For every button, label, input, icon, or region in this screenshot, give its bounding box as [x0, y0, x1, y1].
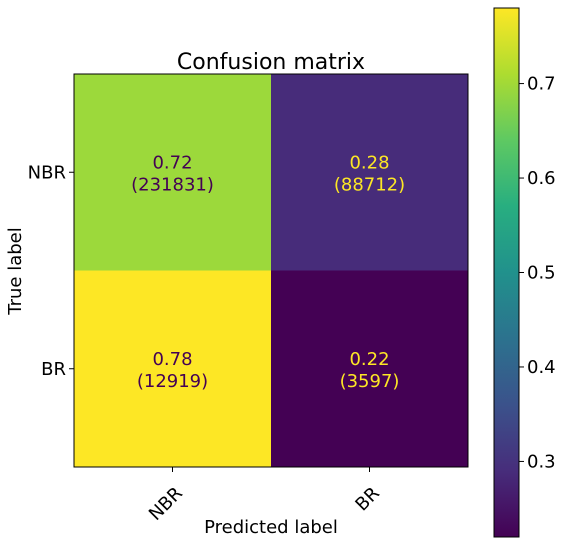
chart-title: Confusion matrix: [177, 50, 365, 75]
colorbar-tick-label: 0.3: [527, 451, 556, 472]
colorbar-tick-label: 0.7: [527, 74, 556, 95]
y-tick-label: NBR: [28, 162, 66, 183]
cell-value-label: 0.28: [349, 152, 389, 173]
cell-count-label: (12919): [137, 371, 208, 392]
cell-count-label: (88712): [334, 174, 405, 195]
x-tick-label: BR: [351, 483, 383, 515]
cell-count-label: (231831): [131, 174, 214, 195]
y-axis-ticks: NBR BR: [28, 162, 74, 380]
x-tick-label: NBR: [145, 483, 187, 525]
x-axis-label: Predicted label: [204, 517, 338, 538]
cell-value-label: 0.78: [152, 349, 192, 370]
colorbar-tick-label: 0.6: [527, 168, 556, 189]
colorbar-tick-label: 0.4: [527, 357, 556, 378]
cell-value-label: 0.72: [152, 152, 192, 173]
colorbar-tick-label: 0.5: [527, 263, 556, 284]
cell-count-label: (3597): [340, 371, 400, 392]
cell-value-label: 0.22: [349, 349, 389, 370]
y-tick-label: BR: [41, 359, 66, 380]
colorbar: [494, 8, 519, 537]
colorbar-ticks: 0.3 0.4 0.5 0.6 0.7: [519, 74, 556, 473]
y-axis-label: True label: [5, 227, 26, 316]
matrix-cells: [74, 74, 468, 467]
